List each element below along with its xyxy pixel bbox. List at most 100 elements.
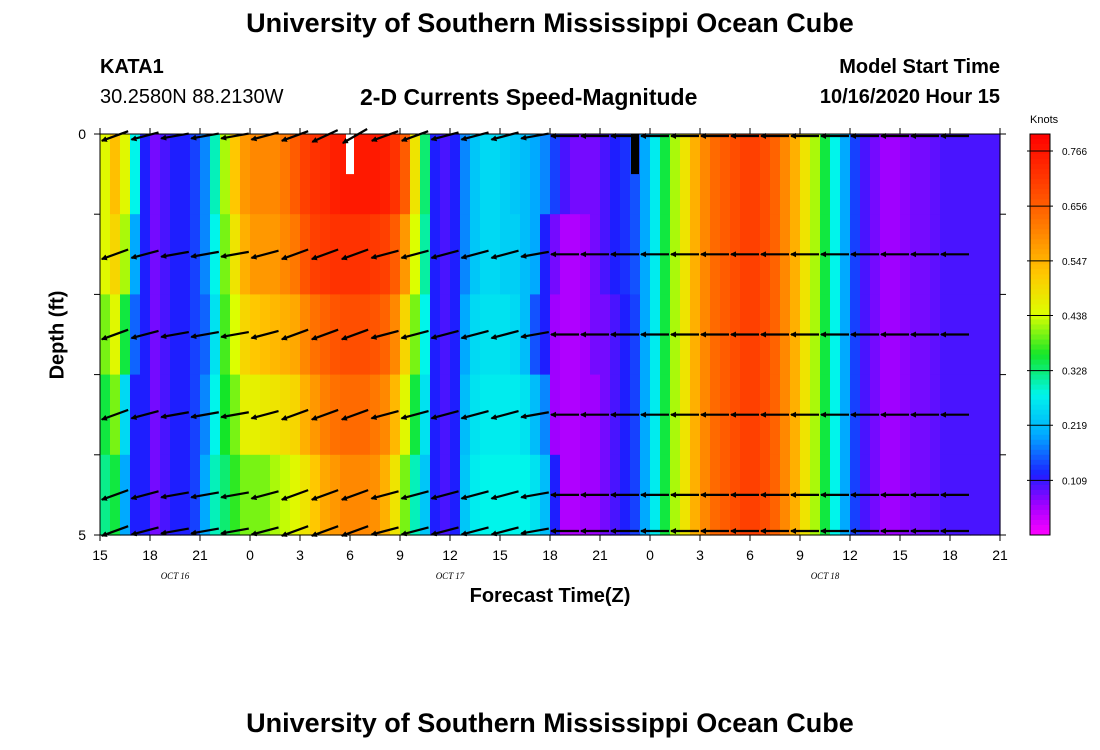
heatmap-cell	[760, 134, 771, 215]
current-vector	[340, 328, 369, 341]
heatmap-cell	[340, 374, 351, 456]
heatmap-cell	[230, 134, 241, 215]
heatmap-cell	[200, 134, 211, 215]
current-vector	[340, 408, 369, 421]
heatmap-cell	[390, 374, 401, 456]
heatmap-cell	[150, 454, 161, 536]
current-vector	[160, 527, 189, 536]
current-vector	[220, 527, 249, 536]
colorbar-step	[1030, 424, 1050, 431]
heatmap-cell	[960, 134, 971, 215]
heatmap-cell	[240, 294, 251, 376]
heatmap-cell	[670, 134, 681, 215]
heatmap-cell	[460, 214, 471, 295]
colorbar-step	[1030, 319, 1050, 325]
heatmap-cell	[300, 214, 311, 295]
heatmap-cell	[490, 454, 501, 536]
colorbar-step	[1030, 284, 1050, 290]
current-vector	[490, 249, 519, 260]
heatmap-cell	[400, 134, 411, 215]
heatmap-cell	[340, 214, 351, 295]
chart-title: 2-D Currents Speed-Magnitude	[360, 84, 698, 110]
heatmap-cell	[990, 294, 1001, 376]
x-tick-label: 9	[396, 547, 404, 563]
heatmap-cell	[920, 134, 931, 215]
heatmap-cell	[270, 134, 281, 215]
current-vector	[310, 525, 339, 537]
heatmap-cell	[390, 454, 401, 536]
colorbar-step	[1030, 329, 1050, 335]
heatmap-cell	[770, 134, 781, 215]
heatmap-cell	[480, 294, 491, 376]
heatmap-cell	[720, 134, 731, 215]
current-vector	[130, 329, 159, 340]
current-vector	[310, 248, 339, 261]
colorbar-step	[1030, 229, 1050, 235]
heatmap-cell	[460, 134, 471, 215]
current-vector	[280, 248, 309, 261]
model-start-label: Model Start Time	[839, 56, 1000, 78]
current-vector	[310, 328, 339, 341]
current-vector	[520, 491, 549, 500]
current-vector	[130, 526, 159, 537]
current-vector	[190, 411, 219, 420]
heatmap-cell	[240, 454, 251, 536]
heatmap-cell	[980, 454, 991, 536]
heatmap-cell	[240, 214, 251, 295]
heatmap-cell	[980, 214, 991, 295]
current-vector	[370, 490, 399, 501]
colorbar-frame	[1029, 133, 1051, 536]
colorbar-step	[1030, 174, 1050, 180]
x-tick-label: 12	[442, 547, 458, 563]
colorbar-step	[1030, 154, 1050, 160]
heatmap-cell	[270, 374, 281, 456]
colorbar-step	[1030, 389, 1050, 396]
current-vector	[430, 526, 459, 537]
current-vector	[490, 329, 519, 340]
colorbar-step	[1030, 364, 1050, 371]
colorbar-step	[1030, 264, 1050, 270]
title-bottom: University of Southern Mississippi Ocean…	[246, 708, 854, 738]
x-tick-label: 21	[992, 547, 1008, 563]
colorbar-units-label: Knots	[1030, 114, 1059, 126]
heatmap-cell	[470, 134, 481, 215]
heatmap-cell	[510, 374, 521, 456]
heatmap-cell	[240, 374, 251, 456]
heatmap-cell	[600, 134, 611, 215]
heatmap-cell	[990, 374, 1001, 456]
colorbar-step	[1030, 259, 1050, 265]
heatmap-cell	[160, 134, 171, 215]
colorbar-tick-label: 0.438	[1062, 311, 1087, 322]
heatmap-cell	[150, 134, 161, 215]
date-label: OCT 18	[811, 571, 840, 581]
heatmap-cell	[400, 294, 411, 376]
colorbar-step	[1030, 204, 1050, 210]
colorbar-tick-label: 0.109	[1062, 476, 1087, 487]
colorbar-step	[1030, 394, 1050, 401]
colorbar-step	[1030, 164, 1050, 170]
heatmap-cell	[300, 294, 311, 376]
current-vector	[520, 411, 549, 420]
y-tick-label: 5	[78, 527, 86, 543]
current-vector	[460, 490, 489, 501]
current-vector	[220, 411, 249, 420]
heatmap-cell	[880, 134, 891, 215]
x-axis-label: Forecast Time(Z)	[469, 585, 631, 607]
current-vector	[400, 329, 429, 340]
heatmap-cell	[860, 134, 871, 215]
heatmap-cell	[980, 134, 991, 215]
current-vector	[160, 330, 189, 340]
current-vector	[520, 527, 549, 536]
colorbar-step	[1030, 479, 1050, 486]
colorbar-step	[1030, 399, 1050, 406]
current-vector	[160, 491, 189, 500]
x-tick-label: 18	[942, 547, 958, 563]
heatmap-cell	[260, 134, 271, 215]
colorbar-step	[1030, 504, 1050, 511]
white-bar	[346, 134, 354, 175]
x-tick-label: 3	[296, 547, 304, 563]
heatmap-cell	[550, 134, 561, 215]
heatmap-cell	[120, 134, 131, 215]
current-vector	[100, 525, 129, 537]
x-tick-label: 3	[696, 547, 704, 563]
